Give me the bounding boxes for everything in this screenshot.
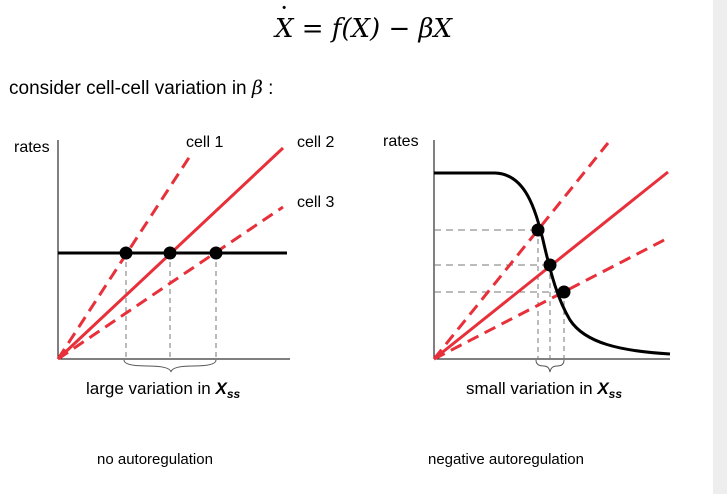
right-panel: rates small variation in Xss	[383, 133, 671, 468]
left-steady-state-2	[163, 246, 177, 260]
left-caption-var: X	[214, 379, 228, 398]
equation-rhs: = f(X) − βX	[301, 14, 453, 44]
right-caption-var: X	[596, 379, 610, 398]
heading-symbol: β	[251, 77, 263, 99]
right-steady-state-2	[543, 258, 557, 272]
left-caption-text: large variation in	[86, 379, 215, 398]
left-panel: rates cell 1 cell 2 cell 3 large var	[14, 134, 334, 468]
heading: consider cell-cell variation in β :	[9, 77, 273, 100]
left-brace	[123, 359, 217, 373]
right-caption: small variation in Xss	[466, 379, 622, 401]
heading-suffix: :	[262, 78, 274, 99]
left-label-cell-2: cell 2	[297, 134, 334, 151]
right-footer: negative autoregulation	[428, 451, 584, 468]
equation: X = f(X) − βX	[0, 14, 727, 44]
left-label-cell-1: cell 1	[186, 134, 223, 151]
right-steady-state-1	[531, 223, 545, 237]
right-caption-text: small variation in	[466, 379, 597, 398]
right-brace	[535, 359, 565, 373]
left-caption: large variation in Xss	[86, 379, 240, 401]
right-caption-sub: ss	[609, 387, 623, 401]
equation-lhs: X	[275, 14, 294, 44]
left-caption-sub: ss	[227, 387, 241, 401]
left-line-cell-3	[57, 205, 284, 361]
right-steady-state-3	[557, 285, 571, 299]
left-steady-state-1	[119, 246, 133, 260]
left-footer: no autoregulation	[97, 451, 213, 468]
right-line-cell-1	[432, 142, 610, 360]
left-ylabel: rates	[14, 139, 50, 156]
right-production-curve	[434, 171, 671, 356]
right-ylabel: rates	[383, 133, 419, 150]
left-steady-state-3	[209, 246, 223, 260]
heading-text: consider cell-cell variation in	[9, 78, 252, 99]
right-line-cell-3	[433, 235, 671, 361]
left-label-cell-3: cell 3	[297, 194, 334, 211]
side-strip	[713, 0, 727, 494]
